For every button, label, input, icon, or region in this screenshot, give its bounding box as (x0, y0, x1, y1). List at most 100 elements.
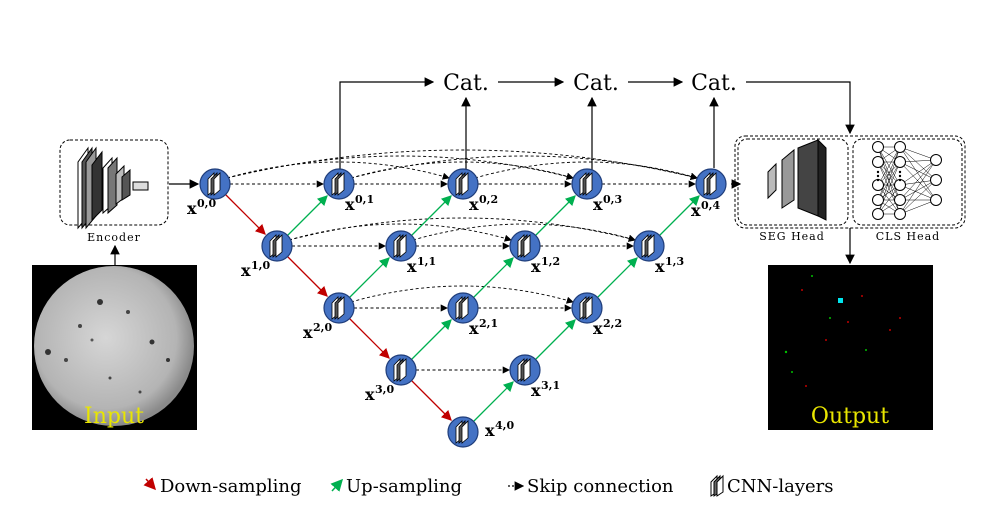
encoder-label: Encoder (87, 231, 141, 244)
cnn-layers-icon (331, 296, 345, 320)
cnn-layers-icon (579, 296, 593, 320)
node-label-sup: 0,3 (603, 193, 622, 206)
cnn-layers-icon (393, 234, 407, 258)
seg-head-label: SEG Head (759, 230, 825, 243)
legend-skip-label: Skip connection (527, 476, 674, 497)
legend-down-label: Down-sampling (160, 476, 302, 497)
skip-connection (350, 161, 574, 180)
node-x11: x 1,1 (385, 230, 436, 276)
skip-connection (474, 161, 698, 180)
legend-up: Up-sampling (330, 476, 462, 497)
cls-head-label: CLS Head (876, 230, 940, 243)
node-x12: x 1,2 (509, 230, 560, 276)
down-sampling-arrow (349, 318, 390, 359)
node-label-sup: 2,1 (479, 317, 498, 330)
node-x04: x 0,4 (691, 168, 727, 220)
node-x30: x 3,0 (365, 354, 417, 404)
cnn-layers-icon (269, 234, 283, 258)
cnn-layers-icon (710, 474, 724, 497)
cat-label-2: Cat. (573, 71, 619, 96)
node-x21: x 2,1 (447, 292, 498, 338)
up-sampling-arrow (659, 195, 700, 236)
concat-path: Cat. Cat. Cat. (339, 71, 855, 170)
node-label: x (593, 319, 603, 338)
output-label: Output (811, 404, 889, 429)
cnn-layers-icon (455, 172, 469, 196)
up-sampling-arrow (411, 195, 452, 236)
node-label: x (655, 257, 665, 276)
node-label-sup: 0,1 (355, 193, 374, 206)
node-x13: x 1,3 (633, 230, 684, 276)
node-x20: x 2,0 (303, 292, 355, 342)
node-label-sup: 2,0 (313, 321, 332, 334)
node-label: x (407, 257, 417, 276)
skip-connection (226, 161, 450, 180)
up-sampling-arrow (473, 381, 514, 422)
seg-head-icon (767, 138, 827, 221)
heads-block: SEG Head CLS Head (734, 135, 966, 243)
node-x31: x 3,1 (509, 354, 560, 400)
node-label: x (469, 319, 479, 338)
up-sampling-arrow (349, 257, 390, 298)
node-label-sup: 3,1 (541, 379, 560, 392)
node-label: x (531, 257, 541, 276)
skip-connection (350, 285, 574, 304)
cnn-layers-icon (331, 172, 345, 196)
node-label: x (531, 381, 541, 400)
legend-cnn-label: CNN-layers (727, 476, 834, 497)
node-x01: x 0,1 (323, 168, 374, 214)
skip-connections (226, 149, 698, 374)
cnn-layers-icon (703, 172, 717, 196)
input-label: Input (84, 404, 144, 429)
cat-label-3: Cat. (691, 71, 737, 96)
sampling-arrows (225, 194, 700, 422)
node-x00: x 0,0 (187, 168, 231, 218)
input-image: Input (32, 265, 197, 430)
down-sampling-arrow (287, 256, 328, 297)
cnn-layers-icon (393, 358, 407, 382)
cnn-layers-icon (207, 172, 221, 196)
up-sampling-arrow (287, 195, 328, 236)
node-label-sup: 1,1 (417, 255, 436, 268)
cnn-layers-icon (517, 358, 531, 382)
down-sampling-arrow (225, 194, 266, 235)
up-sampling-arrow (535, 195, 576, 236)
legend: Down-sampling Up-sampling Skip connectio… (143, 474, 834, 497)
legend-skip: Skip connection (508, 476, 674, 497)
node-x03: x 0,3 (571, 168, 622, 214)
node-x10: x 1,0 (241, 230, 293, 280)
encoder-icon (77, 146, 149, 230)
node-label: x (593, 195, 603, 214)
node-label-sup: 0,0 (197, 197, 216, 210)
up-sampling-arrow (535, 319, 576, 360)
cat-label-1: Cat. (443, 71, 489, 96)
cnn-layers-icon (579, 172, 593, 196)
node-x22: x 2,2 (571, 292, 622, 338)
up-sampling-arrow (597, 257, 638, 298)
node-label-sup: 0,4 (701, 199, 720, 212)
legend-cnn: CNN-layers (710, 474, 834, 497)
node-label-sup: 0,2 (479, 193, 498, 206)
node-label: x (345, 195, 355, 214)
node-x40: x 4,0 (447, 416, 514, 448)
cnn-layers-icon (517, 234, 531, 258)
cls-head-icon (872, 141, 942, 220)
node-label: x (469, 195, 479, 214)
node-label: x (365, 385, 375, 404)
node-label: x (485, 421, 495, 440)
node-label-sup: 1,3 (665, 255, 684, 268)
cnn-layers-icon (455, 420, 469, 444)
node-label-sup: 3,0 (375, 383, 394, 396)
skip-connection (288, 223, 512, 242)
cnn-layers-icon (641, 234, 655, 258)
node-label: x (303, 323, 313, 342)
legend-down: Down-sampling (143, 476, 302, 497)
node-label-sup: 1,2 (541, 255, 560, 268)
encoder-block: Encoder (59, 139, 169, 244)
legend-up-label: Up-sampling (346, 476, 462, 497)
up-sampling-arrow (473, 257, 514, 298)
node-x02: x 0,2 (447, 168, 498, 214)
cnn-layers-icon (455, 296, 469, 320)
down-sampling-arrow (411, 380, 452, 421)
node-label: x (187, 199, 197, 218)
